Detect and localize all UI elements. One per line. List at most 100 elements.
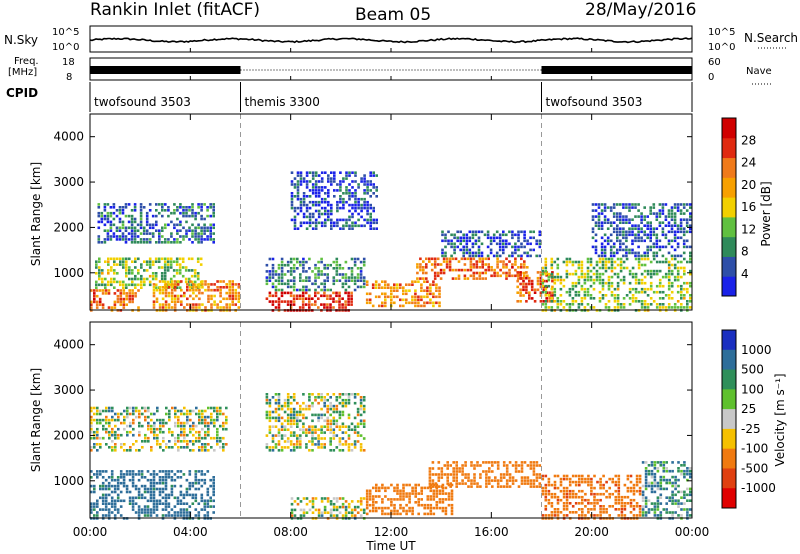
heatmap-cell: [323, 497, 327, 500]
heatmap-cell: [185, 209, 188, 212]
heatmap-cell: [562, 300, 566, 303]
heatmap-cell: [168, 430, 171, 434]
heatmap-cell: [638, 511, 642, 514]
heatmap-cell: [655, 215, 659, 218]
heatmap-cell: [305, 502, 309, 506]
heatmap-cell: [568, 489, 572, 493]
heatmap-cell: [354, 171, 357, 174]
heatmap-cell: [200, 508, 204, 511]
heatmap-cell: [528, 297, 531, 300]
heatmap-cell: [326, 497, 330, 500]
power-colorbar-tick: 8: [741, 245, 749, 259]
heatmap-cell: [442, 257, 446, 261]
heatmap-cell: [472, 271, 476, 275]
heatmap-cell: [96, 502, 99, 505]
heatmap-cell: [188, 473, 192, 476]
heatmap-cell: [209, 226, 212, 230]
cpid-segments: twofsound 3503 themis 3300 twofsound 3503: [94, 82, 642, 112]
heatmap-cell: [283, 440, 287, 443]
heatmap-cell: [432, 283, 435, 286]
heatmap-cell: [147, 424, 150, 428]
heatmap-cell: [302, 401, 305, 405]
heatmap-cell: [151, 277, 155, 281]
heatmap-cell: [314, 174, 318, 177]
heatmap-cell: [296, 443, 299, 446]
heatmap-cell: [673, 236, 677, 240]
heatmap-cell: [292, 419, 296, 423]
heatmap-cell: [625, 294, 629, 297]
heatmap-cell: [341, 398, 345, 402]
heatmap-cell: [399, 304, 402, 308]
heatmap-cell: [640, 212, 643, 215]
heatmap-cell: [124, 229, 128, 232]
heatmap-cell: [484, 277, 487, 280]
heatmap-cell: [314, 200, 318, 204]
heatmap-cell: [653, 508, 657, 511]
heatmap-cell: [473, 482, 476, 485]
heatmap-cell: [652, 269, 656, 273]
heatmap-cell: [532, 236, 535, 240]
heatmap-cell: [139, 226, 143, 230]
heatmap-cell: [595, 269, 599, 273]
heatmap-cell: [641, 496, 645, 499]
heatmap-cell: [547, 294, 551, 297]
heatmap-cell: [152, 496, 156, 500]
heatmap-cell: [393, 509, 396, 513]
heatmap-cell: [628, 230, 631, 234]
heatmap-cell: [611, 492, 614, 496]
heatmap-cell: [477, 248, 481, 252]
heatmap-cell: [274, 291, 278, 295]
heatmap-cell: [204, 288, 207, 292]
heatmap-cell: [505, 470, 509, 473]
heatmap-cell: [668, 478, 671, 482]
heatmap-cell: [101, 499, 105, 503]
heatmap-cell: [547, 498, 551, 502]
heatmap-cell: [584, 480, 587, 484]
heatmap-cell: [311, 174, 315, 177]
heatmap-cell: [683, 496, 686, 499]
heatmap-cell: [408, 483, 411, 487]
heatmap-cell: [336, 209, 339, 213]
heatmap-cell: [587, 502, 590, 505]
heatmap-cell: [671, 511, 674, 514]
heatmap-cell: [292, 443, 296, 446]
heatmap-cell: [598, 257, 602, 261]
heatmap-cell: [171, 406, 174, 410]
heatmap-cell: [144, 436, 147, 440]
heatmap-cell: [371, 286, 375, 289]
heatmap-cell: [522, 288, 525, 292]
heatmap-cell: [167, 286, 171, 289]
heatmap-cell: [359, 514, 363, 517]
heatmap-cell: [311, 303, 314, 306]
heatmap-cell: [689, 508, 692, 511]
heatmap-cell: [90, 436, 93, 440]
heatmap-cell: [655, 303, 659, 306]
heatmap-cell: [277, 434, 281, 437]
heatmap-cell: [185, 508, 189, 511]
heatmap-cell: [679, 209, 683, 212]
heatmap-cell: [166, 263, 170, 266]
heatmap-cell: [195, 412, 198, 416]
heatmap-cell: [161, 214, 164, 218]
heatmap-cell: [341, 267, 345, 270]
heatmap-cell: [365, 512, 369, 516]
heatmap-cell: [535, 239, 538, 243]
heatmap-cell: [390, 509, 393, 513]
heatmap-cell: [489, 242, 493, 246]
heatmap-cell: [148, 280, 152, 284]
heatmap-cell: [290, 508, 294, 512]
heatmap-cell: [416, 277, 419, 280]
velocity-colorbar-tick: -500: [741, 461, 768, 475]
heatmap-cell: [113, 508, 117, 511]
heatmap-cell: [174, 436, 177, 440]
heatmap-cell: [661, 209, 665, 212]
heatmap-cell: [351, 192, 354, 195]
heatmap-cell: [110, 277, 113, 281]
heatmap-cell: [592, 266, 596, 270]
heatmap-cell: [683, 257, 686, 261]
heatmap-cell: [317, 393, 320, 396]
heatmap-cell: [320, 200, 324, 204]
heatmap-cell: [498, 248, 502, 252]
heatmap-cell: [320, 257, 323, 261]
heatmap-cell: [324, 171, 327, 174]
